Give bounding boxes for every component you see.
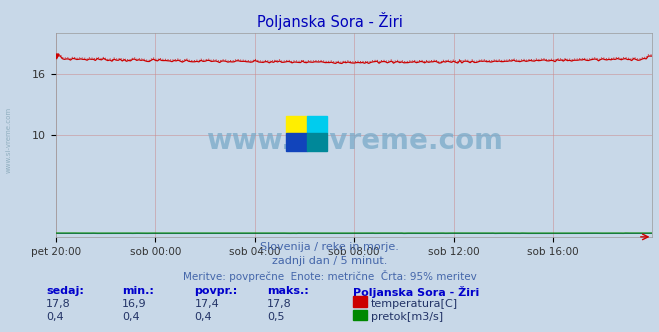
Bar: [306, 116, 328, 133]
Text: 17,8: 17,8: [267, 299, 292, 309]
Text: min.:: min.:: [122, 286, 154, 295]
Text: sedaj:: sedaj:: [46, 286, 84, 295]
Text: www.si-vreme.com: www.si-vreme.com: [5, 106, 12, 173]
Bar: [306, 133, 328, 151]
Text: 0,4: 0,4: [46, 312, 64, 322]
Text: 16,9: 16,9: [122, 299, 146, 309]
Text: 0,4: 0,4: [194, 312, 212, 322]
Bar: [286, 133, 306, 151]
Text: povpr.:: povpr.:: [194, 286, 238, 295]
Text: 17,8: 17,8: [46, 299, 71, 309]
Text: zadnji dan / 5 minut.: zadnji dan / 5 minut.: [272, 256, 387, 266]
Text: 0,5: 0,5: [267, 312, 285, 322]
Text: Slovenija / reke in morje.: Slovenija / reke in morje.: [260, 242, 399, 252]
Text: 0,4: 0,4: [122, 312, 140, 322]
Text: maks.:: maks.:: [267, 286, 308, 295]
Text: Poljanska Sora - Žiri: Poljanska Sora - Žiri: [256, 12, 403, 30]
Text: 17,4: 17,4: [194, 299, 219, 309]
Text: temperatura[C]: temperatura[C]: [371, 299, 458, 309]
Text: www.si-vreme.com: www.si-vreme.com: [206, 127, 503, 155]
Text: Meritve: povprečne  Enote: metrične  Črta: 95% meritev: Meritve: povprečne Enote: metrične Črta:…: [183, 270, 476, 282]
Text: pretok[m3/s]: pretok[m3/s]: [371, 312, 443, 322]
Text: Poljanska Sora - Žiri: Poljanska Sora - Žiri: [353, 286, 479, 297]
Bar: [286, 116, 306, 133]
